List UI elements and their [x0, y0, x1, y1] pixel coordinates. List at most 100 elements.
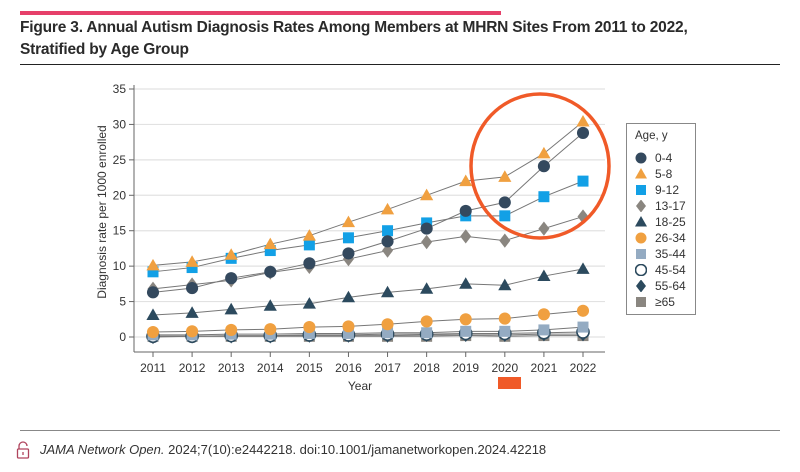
- data-point: [341, 290, 356, 303]
- data-point: [264, 323, 277, 336]
- legend-marker: [636, 280, 646, 292]
- data-point: [341, 215, 356, 228]
- series-line-9-12: [152, 180, 584, 273]
- series-markers: [146, 114, 590, 345]
- x-tick-label: 2014: [257, 361, 284, 375]
- y-tick-label: 10: [113, 259, 127, 273]
- x-tick-label: 2019: [452, 361, 479, 375]
- series-line-18-25: [152, 268, 584, 316]
- title-rule: [20, 64, 780, 65]
- legend-item: 18-25: [635, 214, 686, 230]
- data-point: [538, 191, 550, 203]
- x-tick-label: 2017: [374, 361, 401, 375]
- y-tick-label: 0: [119, 330, 126, 344]
- data-point: [420, 315, 433, 328]
- legend: Age, y 0-4 5-8 9-12 13-17 18-25 26-34 35-44 45-…: [626, 123, 696, 315]
- x-axis-label: Year: [348, 379, 372, 393]
- data-point: [421, 234, 433, 250]
- data-point: [498, 278, 512, 291]
- y-axis-label: Diagnosis rate per 1000 enrolled: [95, 125, 109, 298]
- x-tick-label: 2013: [218, 361, 245, 375]
- data-point: [499, 233, 511, 248]
- data-point: [225, 272, 238, 285]
- circle-marker-icon: [635, 264, 647, 276]
- data-point: [225, 323, 238, 336]
- highlight-ellipse: [469, 92, 611, 240]
- x-tick-label: 2016: [335, 361, 362, 375]
- data-point: [382, 243, 394, 258]
- footer-rule: [20, 430, 780, 431]
- legend-marker: [636, 185, 646, 195]
- data-point: [459, 174, 473, 187]
- diamond-marker-icon: [636, 200, 646, 212]
- x-tick-label: 2015: [296, 361, 323, 375]
- y-tick-label: 30: [113, 117, 127, 131]
- figure-title-line2: Stratified by Age Group: [20, 41, 189, 58]
- diamond-marker-icon: [636, 280, 646, 292]
- data-point: [537, 269, 551, 282]
- data-point: [538, 221, 550, 236]
- legend-label: 45-54: [655, 263, 686, 277]
- legend-label: ≥65: [655, 295, 675, 309]
- legend-marker: [636, 297, 646, 307]
- open-access-lock-icon: [16, 441, 30, 459]
- legend-label: 5-8: [655, 167, 673, 181]
- data-point: [576, 114, 590, 127]
- data-point: [263, 299, 277, 311]
- legend-label: 55-64: [655, 279, 686, 293]
- square-marker-icon: [636, 185, 646, 195]
- series-lines: [152, 121, 584, 338]
- x-tick-label: 2011: [140, 361, 166, 375]
- legend-label: 13-17: [655, 199, 686, 213]
- data-point: [264, 245, 276, 257]
- data-point: [537, 160, 550, 173]
- data-point: [460, 325, 472, 337]
- data-point: [146, 308, 160, 320]
- annotation-marker-box: [498, 377, 521, 389]
- data-point: [459, 204, 472, 217]
- data-point: [459, 313, 472, 326]
- data-point: [224, 302, 238, 315]
- legend-marker: [636, 200, 646, 212]
- data-point: [185, 255, 199, 267]
- circle-marker-icon: [635, 232, 647, 244]
- legend-label: 18-25: [655, 215, 686, 229]
- line-chart: 0 5 10 15 20 25 30 35 2011 2012 2013 2014 2015 2016 20…: [95, 82, 611, 393]
- legend-label: 9-12: [655, 183, 680, 197]
- figure-title-line1: Figure 3. Annual Autism Diagnosis Rates …: [20, 19, 688, 36]
- legend-item: 35-44: [635, 246, 686, 262]
- x-tick-label: 2022: [570, 361, 597, 375]
- y-tick-label: 35: [113, 82, 127, 96]
- legend-title: Age, y: [635, 130, 668, 142]
- legend-marker: [635, 216, 647, 227]
- data-point: [420, 222, 433, 235]
- data-point: [186, 262, 198, 274]
- data-point: [577, 175, 589, 187]
- data-point: [342, 320, 355, 333]
- y-tick-label: 15: [113, 224, 127, 238]
- data-point: [421, 327, 433, 339]
- data-point: [303, 321, 316, 334]
- square-marker-icon: [636, 249, 646, 259]
- data-point: [342, 232, 354, 244]
- data-point: [381, 318, 394, 331]
- data-point: [380, 285, 395, 298]
- legend-item: 0-4: [635, 150, 672, 166]
- data-point: [263, 237, 277, 250]
- y-tick-label: 5: [119, 295, 126, 309]
- legend-item: 5-8: [635, 166, 672, 182]
- legend-marker: [635, 168, 647, 179]
- data-point: [577, 321, 589, 333]
- data-point: [460, 229, 472, 244]
- data-point: [303, 239, 315, 251]
- gridlines: [134, 88, 605, 338]
- data-point: [302, 229, 316, 241]
- data-point: [576, 304, 590, 317]
- data-point: [146, 286, 160, 299]
- data-point: [382, 327, 394, 339]
- data-point: [381, 235, 394, 248]
- legend-item: 55-64: [635, 278, 686, 294]
- data-point: [342, 327, 354, 339]
- legend-item: 26-34: [635, 230, 686, 246]
- legend-marker: [635, 152, 647, 164]
